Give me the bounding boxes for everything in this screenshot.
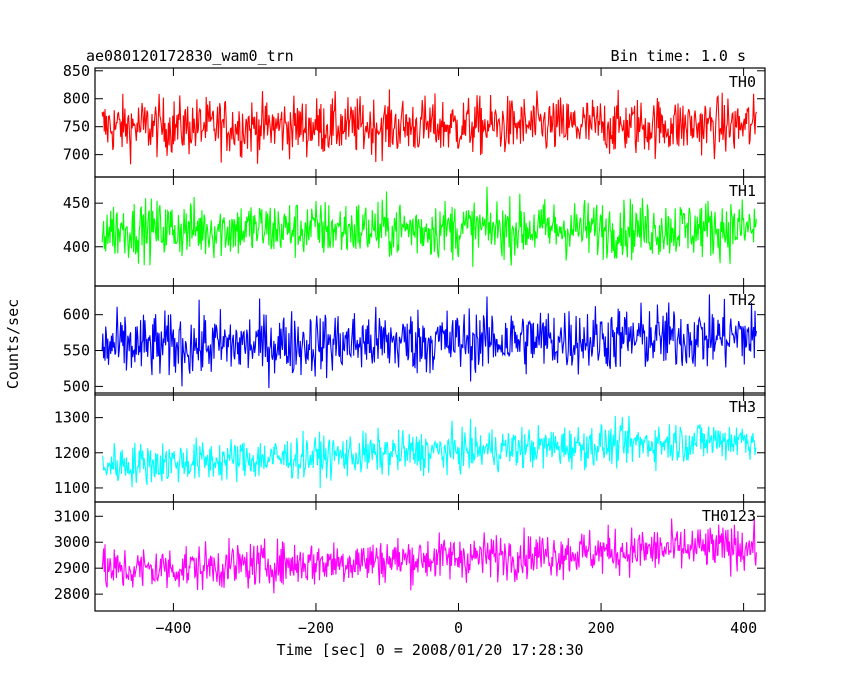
y-tick-label-th0-800: 800 <box>63 90 90 108</box>
frame-layer: 700 750 800 850 TH0 400 450 TH1 500 550 600 TH2 1100… <box>54 62 766 637</box>
y-tick-label-th1-400: 400 <box>63 238 90 256</box>
panel-label-th1: TH1 <box>729 182 756 200</box>
x-tick-label-200: 200 <box>588 619 615 637</box>
y-tick-label-th3-1100: 1100 <box>54 479 90 497</box>
y-tick-label-th0-700: 700 <box>63 146 90 164</box>
x-tick-label-400: 400 <box>730 619 757 637</box>
series-th0 <box>101 89 757 165</box>
series-th3 <box>101 415 757 489</box>
y-tick-label-th0123-3000: 3000 <box>54 533 90 551</box>
panel-label-th3: TH3 <box>729 398 756 416</box>
y-tick-label-th2-600: 600 <box>63 306 90 324</box>
y-tick-label-th3-1300: 1300 <box>54 409 90 427</box>
y-tick-label-th0123-3100: 3100 <box>54 507 90 525</box>
x-tick-label--400: −400 <box>155 619 191 637</box>
y-tick-label-th0-750: 750 <box>63 118 90 136</box>
x-tick-label--200: −200 <box>298 619 334 637</box>
chart-title: ae080120172830_wam0_trn <box>86 47 294 65</box>
y-tick-label-th2-550: 550 <box>63 342 90 360</box>
panel-frame-th0123 <box>94 501 766 612</box>
series-th2 <box>101 294 757 389</box>
y-tick-label-th0123-2800: 2800 <box>54 585 90 603</box>
panel-frame-th2 <box>94 285 766 396</box>
y-axis-label: Counts/sec <box>4 299 22 389</box>
panel-label-th2: TH2 <box>729 291 756 309</box>
y-tick-label-th0123-2900: 2900 <box>54 559 90 577</box>
series-th1 <box>101 186 757 267</box>
y-tick-label-th1-450: 450 <box>63 194 90 212</box>
series-th0123 <box>101 517 757 594</box>
x-axis-label: Time [sec] 0 = 2008/01/20 17:28:30 <box>276 641 583 659</box>
y-tick-label-th3-1200: 1200 <box>54 444 90 462</box>
y-tick-label-th2-500: 500 <box>63 377 90 395</box>
x-tick-label-0: 0 <box>454 619 463 637</box>
y-tick-label-th0-850: 850 <box>63 62 90 80</box>
plot-layer <box>101 89 757 594</box>
bin-time-label: Bin time: 1.0 s <box>611 47 746 65</box>
panel-label-th0: TH0 <box>729 73 756 91</box>
panel-label-th0123: TH0123 <box>702 507 756 525</box>
